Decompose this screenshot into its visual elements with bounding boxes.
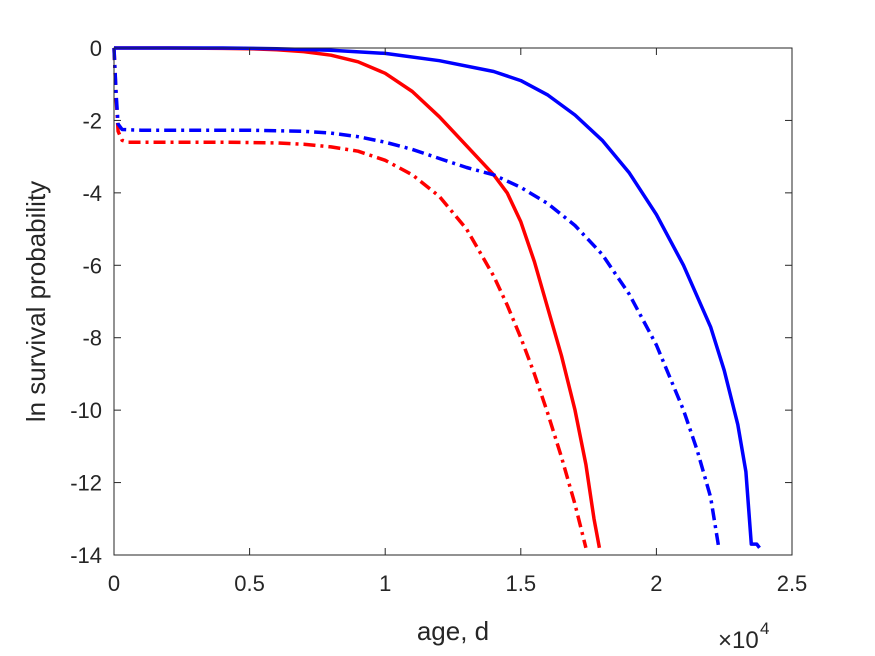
- plot-area: [114, 48, 792, 555]
- y-tick-label: -10: [70, 398, 102, 423]
- y-tick-label: -8: [82, 326, 102, 351]
- x-axis-ticks: 0 0.5 1 1.5 2 2.5: [108, 48, 807, 596]
- series-line-red-dashdot: [112, 47, 588, 549]
- x-tick-label: 1: [379, 571, 391, 596]
- y-tick-label: -2: [82, 108, 102, 133]
- x-tick-label: 0.5: [234, 571, 265, 596]
- y-tick-label: -12: [70, 471, 102, 496]
- series-line-blue-solid: [114, 46, 761, 549]
- y-tick-label: -4: [82, 181, 102, 206]
- x-axis-label: age, d: [417, 616, 489, 646]
- y-tick-label: -6: [82, 253, 102, 278]
- y-axis-ticks: 0 -2 -4 -6 -8 -10 -12 -14: [70, 36, 792, 568]
- x-tick-label: 1.5: [506, 571, 537, 596]
- x-tick-label: 2: [650, 571, 662, 596]
- series-line-blue-dashdot: [112, 47, 721, 549]
- x-exponent-base: ×10: [718, 627, 759, 654]
- x-tick-label: 0: [108, 571, 120, 596]
- y-tick-label: -14: [70, 543, 102, 568]
- x-exponent-power: 4: [760, 619, 769, 638]
- series-layer: [112, 46, 761, 549]
- axes-box: [113, 47, 793, 556]
- y-tick-label: 0: [90, 36, 102, 61]
- y-axis-label: ln survival probability: [21, 181, 51, 422]
- x-axis-exponent: ×10 4: [718, 619, 769, 654]
- x-tick-label: 2.5: [777, 571, 808, 596]
